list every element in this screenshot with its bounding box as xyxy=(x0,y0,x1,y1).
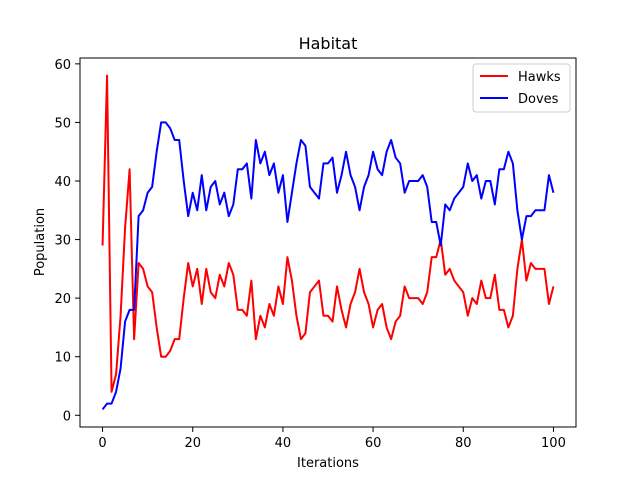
y-axis: 0 10 20 30 40 50 60 xyxy=(54,58,80,424)
y-tick-label: 40 xyxy=(54,175,71,190)
legend-label-hawks: Hawks xyxy=(518,70,561,85)
plot-frame xyxy=(79,57,577,428)
y-tick-label: 10 xyxy=(54,351,71,366)
series-line-doves xyxy=(101,121,555,411)
y-tick-label: 0 xyxy=(63,409,71,424)
x-tick-label: 100 xyxy=(541,436,566,451)
legend-label-doves: Doves xyxy=(518,92,559,107)
y-tick-label: 50 xyxy=(54,116,71,131)
x-tick-label: 0 xyxy=(98,436,106,451)
y-tick-label: 30 xyxy=(54,234,71,249)
legend: Hawks Doves xyxy=(472,63,571,113)
x-tick-label: 40 xyxy=(275,436,292,451)
series-line-hawks xyxy=(101,74,555,393)
y-tick-label: 20 xyxy=(54,292,71,307)
x-tick-label: 20 xyxy=(184,436,201,451)
x-axis: 0 20 40 60 80 100 xyxy=(98,427,566,451)
y-axis-label: Population xyxy=(33,208,48,276)
plot-lines xyxy=(101,74,555,411)
x-axis-label: Iterations xyxy=(297,456,359,471)
chart-title: Habitat xyxy=(299,34,358,53)
y-tick-label: 60 xyxy=(54,58,71,73)
x-tick-label: 80 xyxy=(455,436,472,451)
x-tick-label: 60 xyxy=(365,436,382,451)
